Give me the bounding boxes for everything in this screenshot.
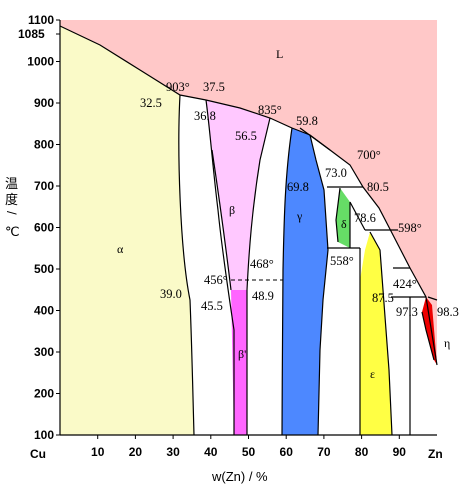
label-700: 700° <box>357 148 381 162</box>
label-37-5: 37.5 <box>203 80 225 94</box>
phase-label-eta: η <box>444 336 450 350</box>
phase-label-beta-prime: β' <box>238 347 246 361</box>
y-tick-label: 1100 <box>28 13 54 27</box>
label-36-8: 36.8 <box>194 109 216 123</box>
y-title-char-2: 度 <box>5 192 18 207</box>
y-tick-label: 700 <box>34 179 54 193</box>
label-48-9: 48.9 <box>252 289 274 303</box>
y-tick-1085: 1085 <box>18 27 45 41</box>
phase-label-epsilon: ε <box>370 367 375 381</box>
label-32-5: 32.5 <box>140 96 162 110</box>
label-98-3: 98.3 <box>437 305 459 319</box>
label-45-5: 45.5 <box>201 299 223 313</box>
label-598: 598° <box>398 221 422 235</box>
label-78-6: 78.6 <box>354 211 376 225</box>
label-456: 456° <box>204 273 228 287</box>
phase-region-delta <box>336 188 350 248</box>
phase-region-liquid <box>60 20 437 365</box>
x-tick-label: 30 <box>166 445 180 459</box>
x-right-label-zn: Zn <box>428 447 443 461</box>
x-tick-label: 40 <box>204 445 218 459</box>
phase-region-beta <box>206 100 270 290</box>
y-tick-label: 400 <box>34 304 54 318</box>
y-tick-label: 500 <box>34 262 54 276</box>
y-title-char-3: / <box>4 211 19 215</box>
phase-label-alpha: α <box>117 242 124 256</box>
x-tick-label: 80 <box>355 445 369 459</box>
phase-label-delta: δ <box>341 217 347 231</box>
x-tick-label: 90 <box>393 445 407 459</box>
phase-region-epsilon <box>360 232 392 435</box>
y-tick-label: 300 <box>34 345 54 359</box>
x-tick-label: 50 <box>242 445 256 459</box>
label-87-5: 87.5 <box>372 291 394 305</box>
label-73-0: 73.0 <box>325 166 347 180</box>
y-tick-label: 600 <box>34 221 54 235</box>
y-title-char-1: 温 <box>5 176 18 191</box>
x-tick-label: 20 <box>129 445 143 459</box>
y-tick-label: 900 <box>34 96 54 110</box>
y-title-char-4: ℃ <box>5 224 20 239</box>
label-56-5: 56.5 <box>235 129 257 143</box>
label-835: 835° <box>258 103 282 117</box>
label-903: 903° <box>166 80 190 94</box>
y-axis-title: 温 度 / ℃ <box>4 176 20 239</box>
x-axis-title: w(Zn) / % <box>211 469 268 484</box>
label-468: 468° <box>250 257 274 271</box>
phase-label-beta: β <box>229 203 235 217</box>
phase-region-beta-prime <box>231 290 247 435</box>
x-left-label-cu: Cu <box>30 447 46 461</box>
label-424: 424° <box>393 277 417 291</box>
x-tick-label: 10 <box>91 445 105 459</box>
label-80-5: 80.5 <box>367 180 389 194</box>
x-tick-label: 70 <box>317 445 331 459</box>
y-axis-ticks: 100 200 300 400 500 600 700 800 900 1000 1100 <box>27 13 60 442</box>
y-tick-label: 200 <box>34 387 54 401</box>
label-97-3: 97.3 <box>396 305 418 319</box>
phase-region-alpha <box>60 26 194 435</box>
label-558: 558° <box>330 254 354 268</box>
y-tick-label: 1000 <box>27 55 54 69</box>
label-39-0: 39.0 <box>160 287 182 301</box>
phase-boundaries <box>59 25 438 436</box>
phase-label-gamma: γ <box>296 209 303 223</box>
phase-region-eta <box>422 297 437 365</box>
y-tick-label: 800 <box>34 138 54 152</box>
phase-label-liquid: L <box>276 47 283 61</box>
x-axis-ticks: 10 20 30 40 50 60 70 80 90 <box>91 435 406 459</box>
x-tick-label: 60 <box>280 445 294 459</box>
y-tick-label: 100 <box>34 428 54 442</box>
phase-region-gamma <box>282 128 328 435</box>
label-69-8: 69.8 <box>287 180 309 194</box>
label-59-8: 59.8 <box>296 114 318 128</box>
